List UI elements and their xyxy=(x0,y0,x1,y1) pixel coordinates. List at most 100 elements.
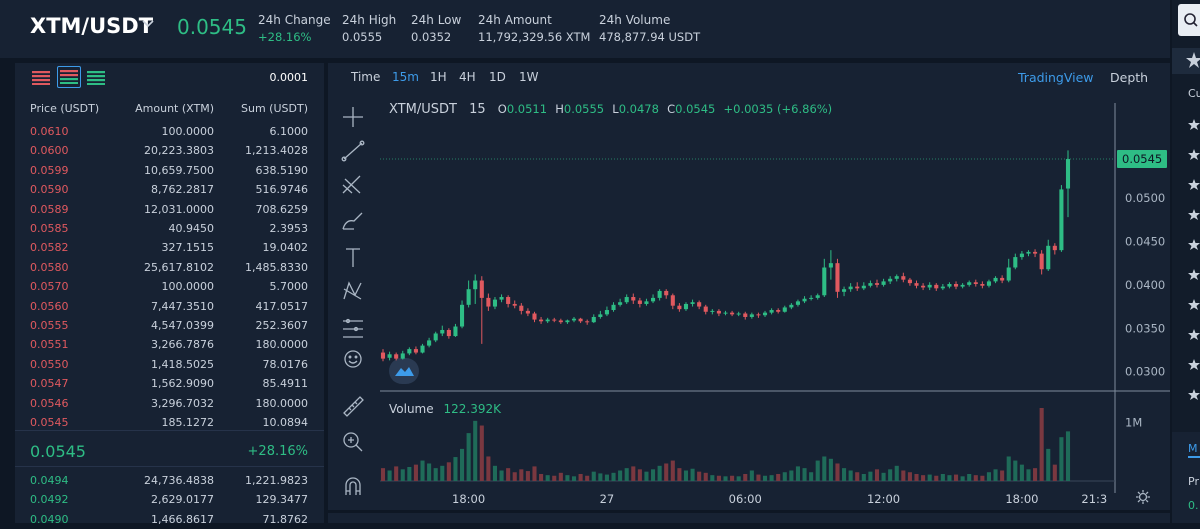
ask-sum: 180.0000 xyxy=(255,396,309,410)
col-amount: Amount (XTM) xyxy=(135,102,214,115)
star-icon-column[interactable] xyxy=(1188,113,1200,413)
bid-sum: 129.3477 xyxy=(255,493,309,507)
tab-tradingview[interactable]: TradingView xyxy=(1018,70,1094,85)
divider xyxy=(15,430,324,431)
candle-body xyxy=(901,276,906,280)
volume-bar xyxy=(782,472,787,481)
ask-sum: 78.0176 xyxy=(262,357,309,371)
chart-settings-icon[interactable] xyxy=(1135,489,1151,505)
bid-row[interactable]: 0.0492 2,629.0177 129.3477 xyxy=(15,490,324,509)
chart-legend: XTM/USDT 15 O0.0511 H0.0555 L0.0478 C0.0… xyxy=(389,102,832,117)
candlestick-chart[interactable]: 0.0500 0.0450 0.0400 0.0350 0.0300 1M 0.0545 18… xyxy=(328,63,1170,510)
price-tick: 0.0400 xyxy=(1125,278,1165,292)
ask-row[interactable]: 0.0550 1,418.5025 78.0176 xyxy=(15,355,324,374)
stat-label: 24h Low xyxy=(411,13,462,27)
tab-depth[interactable]: Depth xyxy=(1110,70,1149,85)
volume-bar xyxy=(855,472,860,481)
candle-body xyxy=(888,278,893,282)
interval-4h[interactable]: 4H xyxy=(459,70,476,84)
view-both-icon[interactable] xyxy=(32,70,50,89)
volume-bar xyxy=(1052,464,1057,481)
legend-h-label: H xyxy=(555,102,564,116)
volume-bar xyxy=(986,472,992,481)
volume-bar xyxy=(591,471,596,481)
view-asks-icon[interactable] xyxy=(57,66,81,88)
ask-row[interactable]: 0.0545 185.1272 10.0894 xyxy=(15,413,324,432)
crosshair-icon xyxy=(343,107,363,127)
ask-row[interactable]: 0.0546 3,296.7032 180.0000 xyxy=(15,394,324,413)
volume-bar xyxy=(479,425,484,481)
interval-1h[interactable]: 1H xyxy=(430,70,447,84)
volume-bar xyxy=(598,473,603,481)
ask-row[interactable]: 0.0551 3,266.7876 180.0000 xyxy=(15,335,324,354)
ask-row[interactable]: 0.0555 4,547.0399 252.3607 xyxy=(15,316,324,335)
ask-row[interactable]: 0.0560 7,447.3510 417.0517 xyxy=(15,297,324,316)
candle-body xyxy=(934,284,939,289)
fib-icon xyxy=(342,175,361,194)
ask-price: 0.0546 xyxy=(30,396,69,410)
ask-row[interactable]: 0.0547 1,562.9090 85.4911 xyxy=(15,374,324,393)
volume-bar xyxy=(815,460,820,481)
last-price-tag-label: 0.0545 xyxy=(1122,152,1162,166)
volume-tick: 1M xyxy=(1125,416,1142,430)
candle-body xyxy=(578,318,583,322)
ask-row[interactable]: 0.0582 327.1515 19.0402 xyxy=(15,238,324,257)
candle-body xyxy=(776,310,781,312)
ask-row[interactable]: 0.0610 100.0000 6.1000 xyxy=(15,122,324,141)
volume-bar xyxy=(967,473,972,481)
ask-row[interactable]: 0.0590 8,762.2817 516.9746 xyxy=(15,180,324,199)
view-bids-icon[interactable] xyxy=(87,70,105,89)
ask-price: 0.0585 xyxy=(30,222,69,235)
interval-1w[interactable]: 1W xyxy=(519,70,539,84)
stat-value: 0.0555 xyxy=(342,30,383,44)
legend-high: 0.0555 xyxy=(563,102,605,116)
volume-bar xyxy=(459,448,465,481)
volume-bar xyxy=(921,475,926,481)
ask-row[interactable]: 0.0589 12,031.0000 708.6259 xyxy=(15,200,324,219)
volume-bar xyxy=(400,469,405,481)
candle-body xyxy=(842,289,847,292)
ask-row[interactable]: 0.0570 100.0000 5.7000 xyxy=(15,277,324,296)
ask-amount: 12,031.0000 xyxy=(144,202,214,216)
volume-bar xyxy=(762,475,768,481)
favorites-tab[interactable] xyxy=(1172,48,1200,74)
bid-row[interactable]: 0.0494 24,736.4838 1,221.9823 xyxy=(15,471,324,490)
volume-bar xyxy=(940,473,945,481)
volume-bar xyxy=(769,475,774,481)
candle-body xyxy=(506,297,511,304)
ask-row[interactable]: 0.0585 40.9450 2.3953 xyxy=(15,219,324,238)
search-box-edge[interactable] xyxy=(1178,4,1200,36)
candle-body xyxy=(440,329,445,334)
bid-row[interactable]: 0.0490 1,466.8617 71.8762 xyxy=(15,510,324,529)
candle-body xyxy=(802,298,807,302)
candle-body xyxy=(907,279,912,284)
volume-bar xyxy=(690,468,695,481)
volume-bar xyxy=(677,468,682,481)
ask-row[interactable]: 0.0600 20,223.3803 1,213.4028 xyxy=(15,141,324,160)
pair-selector[interactable]: XTM/USDT xyxy=(30,14,154,38)
precision-selector[interactable]: 0.0001 xyxy=(269,71,309,84)
volume-bar xyxy=(651,469,656,481)
stat-value: 478,877.94 USDT xyxy=(599,30,701,44)
interval-time[interactable]: Time xyxy=(351,70,381,84)
candle-body xyxy=(585,321,590,323)
candle-body xyxy=(644,301,649,304)
stat-24h-low: 24h Low 0.0352 xyxy=(411,13,461,44)
ask-row[interactable]: 0.0580 25,617.8102 1,485.8330 xyxy=(15,258,324,277)
last-price: 0.0545 xyxy=(177,15,247,39)
volume-bar xyxy=(953,474,959,481)
volume-bar xyxy=(499,470,504,481)
candle-body xyxy=(433,333,438,341)
legend-l-label: L xyxy=(612,102,619,116)
volume-bar xyxy=(776,473,781,481)
ask-row[interactable]: 0.0599 10,659.7500 638.5190 xyxy=(15,161,324,180)
interval-15m[interactable]: 15m xyxy=(392,70,419,84)
candle-body xyxy=(703,306,708,312)
candle-body xyxy=(1039,253,1044,270)
candle-body xyxy=(380,352,386,359)
stat-label: 24h Volume xyxy=(599,13,671,27)
candle-body xyxy=(479,280,484,298)
interval-1d[interactable]: 1D xyxy=(489,70,506,84)
chevron-down-icon[interactable] xyxy=(142,19,154,29)
time-tick: 18:00 xyxy=(452,492,485,506)
